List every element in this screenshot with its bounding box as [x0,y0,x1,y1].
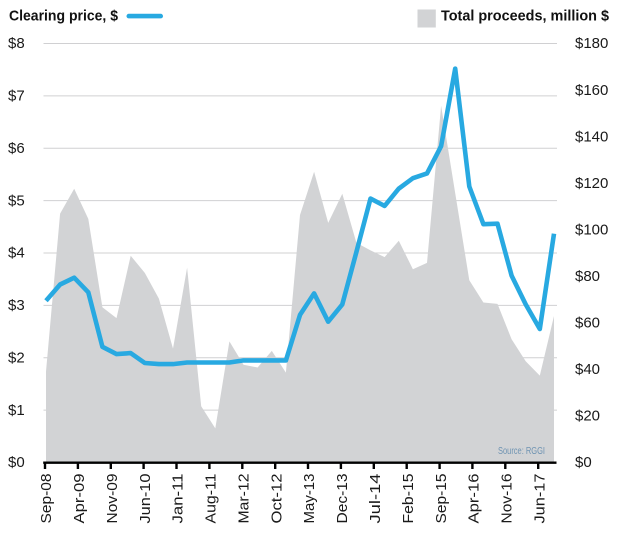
svg-text:Nov-09: Nov-09 [104,474,121,524]
svg-text:Jul-14: Jul-14 [367,474,384,524]
svg-text:$60: $60 [575,315,600,332]
svg-text:$140: $140 [575,128,608,145]
svg-text:$5: $5 [8,192,25,209]
svg-text:Jan-11: Jan-11 [170,474,187,524]
svg-text:Oct-12: Oct-12 [268,474,285,524]
svg-text:$4: $4 [8,245,25,262]
svg-text:Mar-12: Mar-12 [236,474,253,524]
svg-text:$3: $3 [8,297,25,314]
svg-text:$40: $40 [575,361,600,378]
svg-text:Apr-09: Apr-09 [71,474,88,524]
svg-text:Jun-17: Jun-17 [531,474,548,524]
svg-text:Nov-16: Nov-16 [499,474,516,524]
svg-text:$120: $120 [575,175,608,192]
svg-text:Sep-15: Sep-15 [433,474,450,524]
svg-text:Clearing price, $: Clearing price, $ [9,8,119,25]
svg-text:Jun-10: Jun-10 [137,474,154,524]
svg-text:$8: $8 [8,35,25,52]
svg-text:$0: $0 [8,454,25,471]
svg-text:$180: $180 [575,35,608,52]
svg-text:$1: $1 [8,402,25,419]
svg-text:$0: $0 [575,454,592,471]
svg-text:Apr-16: Apr-16 [466,474,483,524]
svg-text:$7: $7 [8,88,25,105]
svg-text:$20: $20 [575,408,600,425]
svg-text:Sep-08: Sep-08 [38,474,55,524]
svg-text:Feb-15: Feb-15 [400,474,417,524]
svg-text:May-13: May-13 [301,474,318,524]
svg-text:$160: $160 [575,82,608,99]
svg-text:$100: $100 [575,221,608,238]
svg-text:$6: $6 [8,140,25,157]
svg-text:Aug-11: Aug-11 [203,474,220,524]
svg-text:Total proceeds, million $: Total proceeds, million $ [441,8,610,25]
svg-text:Dec-13: Dec-13 [334,474,351,524]
svg-text:$2: $2 [8,349,25,366]
svg-text:Source: RGGI: Source: RGGI [498,446,545,457]
svg-text:$80: $80 [575,268,600,285]
